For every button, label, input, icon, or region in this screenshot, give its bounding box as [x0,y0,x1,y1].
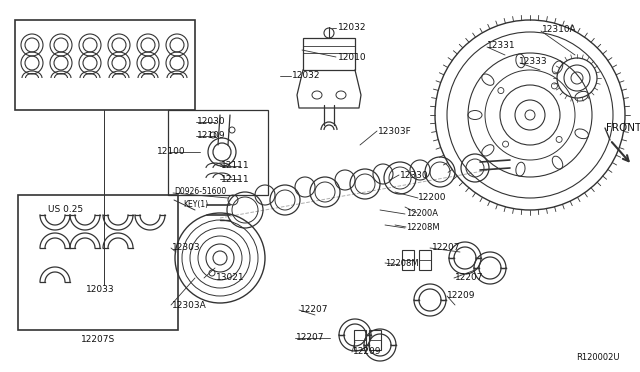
Text: 12200: 12200 [418,193,447,202]
Text: 12100: 12100 [157,148,186,157]
Bar [419,250,431,270]
Text: 12207: 12207 [432,244,461,253]
Text: 12111: 12111 [221,161,250,170]
Text: 12030: 12030 [197,118,226,126]
Text: 12209: 12209 [353,347,381,356]
Bar [18,195,178,330]
Bar [369,330,381,350]
Text: 12303F: 12303F [378,126,412,135]
Text: 12303A: 12303A [172,301,207,310]
Text: 12333: 12333 [519,58,548,67]
Text: US 0.25: US 0.25 [48,205,83,215]
Text: 12208M: 12208M [406,224,440,232]
Text: 12303: 12303 [172,244,200,253]
Text: 12200A: 12200A [406,209,438,218]
Text: FRONT: FRONT [606,123,640,133]
Text: R120002U: R120002U [577,353,620,362]
Text: 12310A: 12310A [542,26,577,35]
Bar [15,20,195,110]
Text: 13021: 13021 [216,273,244,282]
Bar [303,38,355,70]
Text: D0926-51600: D0926-51600 [174,187,227,196]
Text: 12209: 12209 [447,292,476,301]
Text: 12111: 12111 [221,174,250,183]
Bar [354,330,366,350]
Text: 12033: 12033 [86,285,115,295]
Text: 12109: 12109 [197,131,226,141]
Text: 12032: 12032 [338,23,367,32]
Text: 12207: 12207 [300,305,328,314]
Text: 12208M: 12208M [385,259,419,267]
Bar [168,110,268,195]
Text: KEY(1): KEY(1) [183,201,208,209]
Bar [402,250,414,270]
Text: 12330: 12330 [400,170,429,180]
Text: 12331: 12331 [487,42,516,51]
Text: 12207S: 12207S [81,336,115,344]
Text: 12207: 12207 [455,273,483,282]
Text: 12010: 12010 [338,52,367,61]
Text: 12207: 12207 [296,334,324,343]
Text: 12032: 12032 [292,71,321,80]
